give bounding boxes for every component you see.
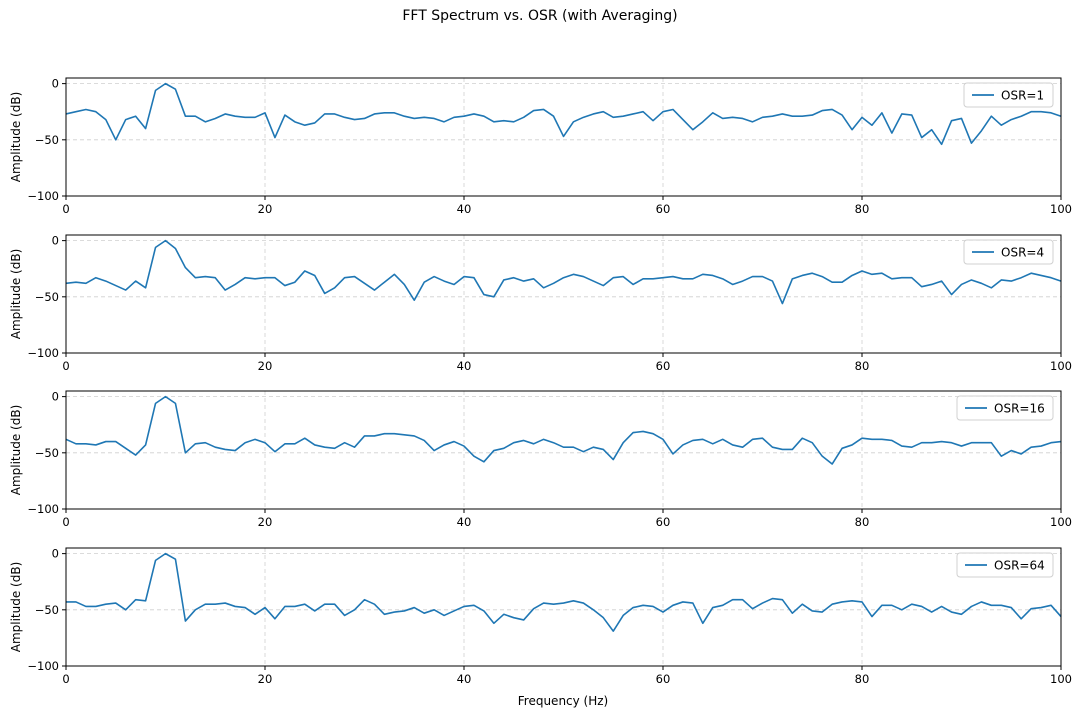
y-tick-label: −50 bbox=[35, 133, 59, 147]
y-tick-label: −100 bbox=[27, 502, 59, 516]
figure-title: FFT Spectrum vs. OSR (with Averaging) bbox=[402, 8, 677, 24]
series-line-osr-4 bbox=[65, 239, 1062, 305]
legend-box bbox=[963, 239, 1054, 265]
series-line-osr-64 bbox=[66, 552, 1062, 632]
x-tick-label: 20 bbox=[258, 672, 273, 686]
y-tick-label: −100 bbox=[27, 189, 59, 203]
x-tick-label: 0 bbox=[62, 202, 69, 216]
legend-label: OSR=16 bbox=[994, 402, 1045, 416]
x-tick-label: 40 bbox=[457, 202, 472, 216]
axes-frame bbox=[65, 547, 1062, 667]
series-line-osr-16 bbox=[65, 395, 1062, 465]
x-tick-label: 40 bbox=[457, 515, 472, 529]
x-tick-label: 80 bbox=[855, 672, 870, 686]
x-tick-label: 60 bbox=[656, 202, 671, 216]
y-axis-label: Amplitude (dB) bbox=[9, 405, 23, 496]
x-tick-label: 100 bbox=[1050, 672, 1072, 686]
x-tick-label: 100 bbox=[1050, 515, 1072, 529]
y-tick-label: −50 bbox=[35, 446, 59, 460]
x-axis-label: Frequency (Hz) bbox=[518, 694, 609, 708]
x-tick-label: 0 bbox=[62, 672, 69, 686]
legend-box bbox=[956, 395, 1054, 421]
x-tick-label: 100 bbox=[1050, 359, 1072, 373]
y-tick-label: −50 bbox=[35, 290, 59, 304]
x-tick-label: 20 bbox=[258, 202, 273, 216]
legend-box bbox=[956, 552, 1054, 578]
x-tick-label: 20 bbox=[258, 359, 273, 373]
series-line-osr-1 bbox=[65, 82, 1062, 146]
y-tick-label: 0 bbox=[52, 547, 59, 561]
y-tick-label: −50 bbox=[35, 603, 59, 617]
subplot-1: 0 20 40 60 80 100 0 −50 −100 Amplitude (dB) OSR=1 bbox=[9, 77, 1072, 216]
y-tick-label: 0 bbox=[52, 77, 59, 91]
x-tick-label: 60 bbox=[656, 359, 671, 373]
legend-label: OSR=64 bbox=[994, 559, 1045, 573]
subplot-3: 0 20 40 60 80 100 0 −50 −100 Amplitude (dB) OSR=16 bbox=[9, 390, 1072, 529]
axes-frame bbox=[65, 77, 1062, 197]
y-axis-label: Amplitude (dB) bbox=[9, 562, 23, 653]
y-tick-label: −100 bbox=[27, 346, 59, 360]
x-tick-label: 40 bbox=[457, 672, 472, 686]
x-tick-label: 20 bbox=[258, 515, 273, 529]
subplot-2: 0 20 40 60 80 100 0 −50 −100 Amplitude (dB) OSR=4 bbox=[9, 234, 1072, 373]
legend-label: OSR=1 bbox=[1001, 89, 1044, 103]
x-tick-label: 80 bbox=[855, 359, 870, 373]
y-tick-label: −100 bbox=[27, 659, 59, 673]
axes-frame bbox=[65, 390, 1062, 510]
y-axis-label: Amplitude (dB) bbox=[9, 249, 23, 340]
x-tick-label: 100 bbox=[1050, 202, 1072, 216]
x-tick-label: 0 bbox=[62, 515, 69, 529]
x-tick-label: 80 bbox=[855, 202, 870, 216]
axes-frame bbox=[65, 234, 1062, 354]
y-tick-label: 0 bbox=[52, 234, 59, 248]
y-axis-label: Amplitude (dB) bbox=[9, 92, 23, 183]
x-tick-label: 60 bbox=[656, 672, 671, 686]
x-tick-label: 40 bbox=[457, 359, 472, 373]
legend-label: OSR=4 bbox=[1001, 246, 1044, 260]
subplot-4: 0 20 40 60 80 100 0 −50 −100 Amplitude (dB) OSR=64 bbox=[9, 547, 1072, 686]
legend-box bbox=[963, 82, 1054, 108]
x-tick-label: 60 bbox=[656, 515, 671, 529]
x-tick-label: 80 bbox=[855, 515, 870, 529]
y-tick-label: 0 bbox=[52, 390, 59, 404]
x-tick-label: 0 bbox=[62, 359, 69, 373]
